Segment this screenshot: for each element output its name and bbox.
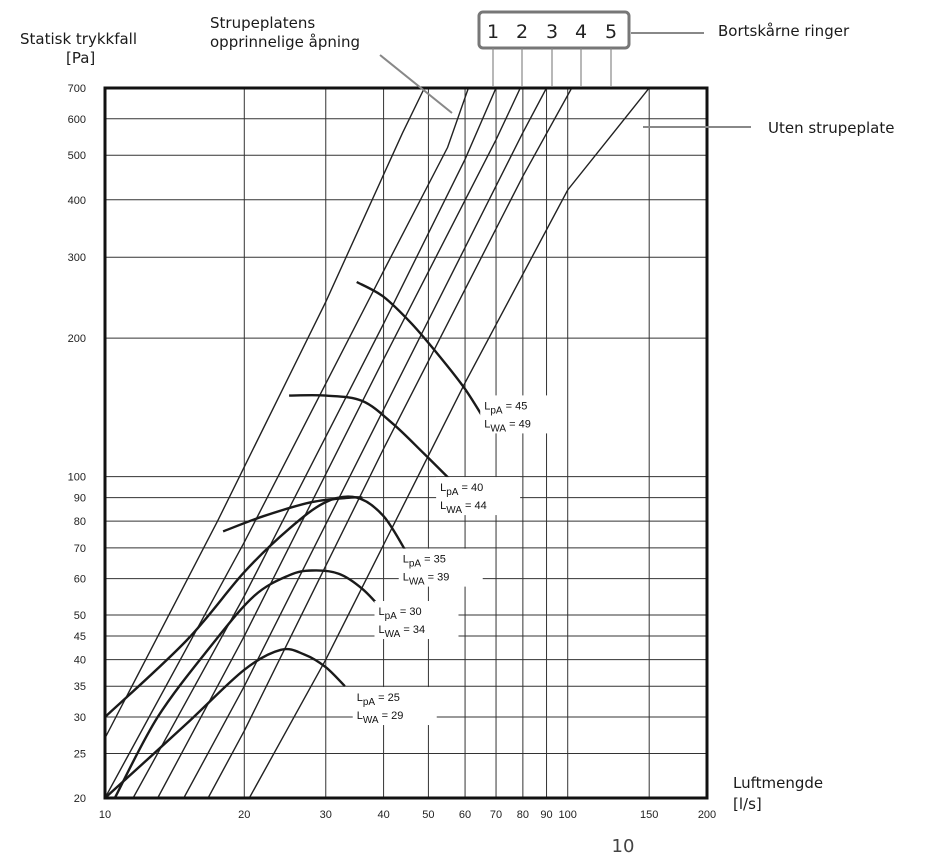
x-axis-label: Luftmengde — [733, 774, 824, 792]
plate-line-original — [105, 88, 426, 739]
y-tick-label: 30 — [74, 712, 86, 724]
curve-label-bg — [480, 395, 565, 434]
plot-frame — [103, 86, 709, 800]
x-tick-label: 80 — [517, 809, 529, 821]
ring-number: 5 — [605, 21, 617, 43]
lwa-label: LWA = 29 — [357, 710, 404, 726]
y-tick-label: 500 — [68, 150, 86, 162]
lpa-label: LpA = 25 — [357, 692, 400, 708]
plate-line-no_plate — [248, 88, 650, 798]
curve-label-bg — [398, 548, 483, 587]
y-tick-label: 60 — [74, 574, 86, 586]
y-tick-label: 20 — [74, 793, 86, 805]
lpa-label: LpA = 40 — [440, 482, 483, 498]
y-axis-title: Statisk trykkfall [Pa] — [20, 30, 137, 68]
y-tick-label: 700 — [68, 83, 86, 95]
lwa-label: LWA = 39 — [403, 572, 450, 588]
sound-curve — [105, 495, 409, 718]
ring-number: 2 — [516, 21, 528, 43]
y-tick-label: 35 — [74, 681, 86, 693]
no-plate-annotation: Uten strupeplate — [768, 119, 895, 137]
plate-line-3 — [157, 88, 521, 798]
original-opening-leader-line — [379, 54, 453, 114]
curve-label-bg — [352, 687, 437, 726]
original-opening-label: Strupeplatens opprinnelige åpning — [210, 14, 361, 51]
lpa-label: LpA = 45 — [484, 400, 527, 416]
lwa-label: LWA = 34 — [378, 624, 425, 640]
ring-number: 4 — [575, 21, 587, 43]
ring-number: 1 — [487, 21, 499, 43]
plate-line-5 — [207, 88, 573, 798]
x-tick-label: 150 — [640, 809, 658, 821]
curve-label-bg — [436, 477, 521, 516]
x-tick-label: 40 — [377, 809, 389, 821]
plate-line-4 — [183, 88, 548, 798]
x-axis-title: Luftmengde [l/s] — [733, 773, 823, 815]
x-tick-label: 50 — [422, 809, 434, 821]
sound-curve — [222, 496, 363, 533]
ring-number-box — [477, 10, 631, 50]
x-tick-label: 100 — [559, 809, 577, 821]
page-number: 10 — [612, 836, 635, 857]
y-tick-label: 400 — [68, 195, 86, 207]
sound-curve — [113, 569, 385, 798]
original-opening-annotation: Strupeplatens opprinnelige åpning — [210, 14, 410, 52]
x-tick-label: 60 — [459, 809, 471, 821]
x-axis-unit: [l/s] — [733, 795, 762, 813]
y-tick-label: 80 — [74, 516, 86, 528]
x-tick-label: 30 — [320, 809, 332, 821]
plate-line-2 — [132, 88, 497, 798]
y-axis-label: Statisk trykkfall — [20, 30, 138, 48]
sound-curve — [105, 647, 346, 798]
lwa-label: LWA = 44 — [440, 500, 487, 516]
lwa-label: LWA = 49 — [484, 418, 531, 434]
lpa-label: LpA = 35 — [403, 554, 446, 570]
y-tick-label: 25 — [74, 748, 86, 760]
sound-curve — [356, 280, 489, 425]
y-tick-label: 600 — [68, 114, 86, 126]
y-tick-label: 200 — [68, 333, 86, 345]
y-tick-label: 90 — [74, 493, 86, 505]
y-tick-label: 300 — [68, 252, 86, 264]
x-tick-label: 20 — [238, 809, 250, 821]
y-tick-label: 45 — [74, 631, 86, 643]
rings-annotation: Bortskårne ringer — [718, 22, 850, 40]
x-tick-label: 10 — [99, 809, 111, 821]
y-tick-label: 50 — [74, 610, 86, 622]
x-tick-label: 70 — [490, 809, 502, 821]
y-tick-label: 100 — [68, 472, 86, 484]
curve-label-bg — [374, 601, 459, 640]
sound-curve — [289, 394, 453, 482]
x-tick-label: 200 — [698, 809, 716, 821]
y-tick-label: 40 — [74, 655, 86, 667]
ring-number: 3 — [546, 21, 558, 43]
x-tick-label: 90 — [540, 809, 552, 821]
y-axis-unit: [Pa] — [66, 49, 96, 67]
y-tick-label: 70 — [74, 543, 86, 555]
lpa-label: LpA = 30 — [378, 606, 421, 622]
